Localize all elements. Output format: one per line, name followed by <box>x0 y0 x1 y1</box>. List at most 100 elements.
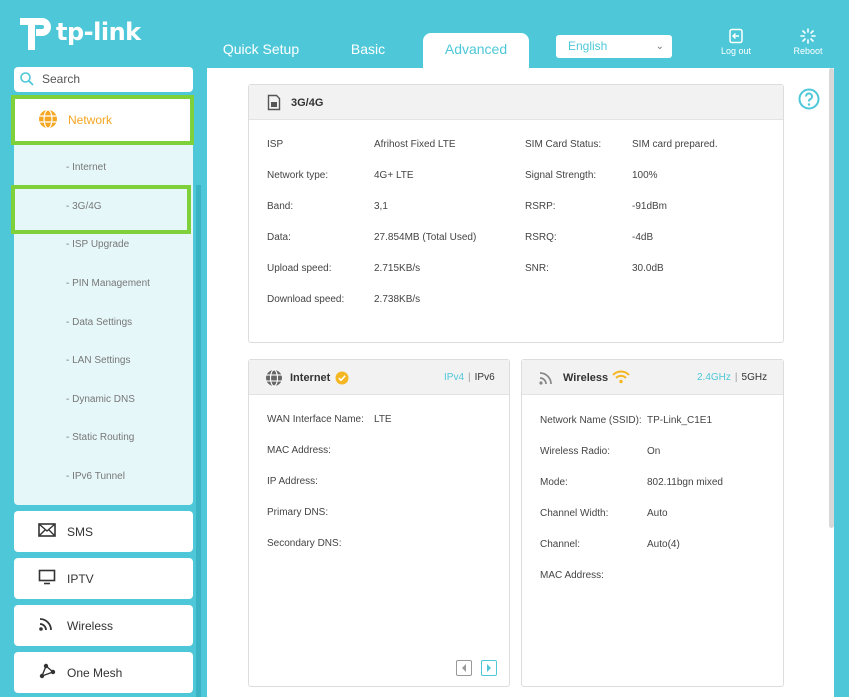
label-mode: Mode: <box>540 477 568 488</box>
value-ssid: TP-Link_C1E1 <box>647 415 713 426</box>
brand-name: tp-link <box>56 18 141 46</box>
language-select[interactable]: English ⌄ <box>556 35 672 58</box>
language-value: English <box>568 39 608 53</box>
sidebar-item-one-mesh-label: One Mesh <box>67 666 123 680</box>
ipv-separator: | <box>468 372 471 383</box>
value-mode: 802.11bgn mixed <box>647 477 723 488</box>
card-internet-header: Internet IPv4 | IPv6 <box>249 360 509 395</box>
label-wireless-mac: MAC Address: <box>540 570 604 581</box>
logout-button[interactable]: Log out <box>711 28 761 56</box>
sidebar-item-wireless-label: Wireless <box>67 619 114 633</box>
check-circle-icon <box>335 371 349 390</box>
label-wireless-radio: Wireless Radio: <box>540 446 611 457</box>
sidebar-item-iptv[interactable]: IPTV <box>14 558 193 599</box>
search-icon <box>20 72 34 86</box>
label-rsrp: RSRP: <box>525 201 556 212</box>
globe-icon <box>265 369 283 392</box>
prev-page-button[interactable] <box>456 660 472 676</box>
sidebar-subitem-ipv6-tunnel[interactable]: - IPv6 Tunnel <box>66 471 125 482</box>
logout-label: Log out <box>720 46 752 56</box>
highlight-3g4g <box>11 185 191 234</box>
tp-link-logo-icon <box>14 12 54 52</box>
card-internet-title: Internet <box>290 372 331 384</box>
ipv6-link[interactable]: IPv6 <box>474 372 495 383</box>
sidebar-subitem-pin-management[interactable]: - PIN Management <box>66 278 150 289</box>
label-signal-strength: Signal Strength: <box>525 170 597 181</box>
value-sim-status: SIM card prepared. <box>632 139 718 150</box>
value-band: 3,1 <box>374 201 388 212</box>
monitor-icon <box>38 569 56 588</box>
value-rsrp: -91dBm <box>632 201 668 212</box>
sidebar-item-iptv-label: IPTV <box>67 572 94 586</box>
band-separator: | <box>734 372 738 383</box>
value-rsrq: -4dB <box>632 232 654 243</box>
label-primary-dns: Primary DNS: <box>267 507 329 518</box>
sidebar-item-sms-label: SMS <box>67 525 94 539</box>
value-signal-strength: 100% <box>632 170 658 181</box>
value-channel: Auto(4) <box>647 539 680 550</box>
card-internet: Internet IPv4 | IPv6 <box>248 359 510 687</box>
value-data: 27.854MB (Total Used) <box>374 232 477 243</box>
sidebar-scrollbar[interactable] <box>196 185 201 697</box>
sidebar-item-sms[interactable]: SMS <box>14 511 193 552</box>
label-band: Band: <box>267 201 294 212</box>
globe-icon <box>38 109 58 134</box>
next-page-button[interactable] <box>481 660 497 676</box>
logout-icon <box>729 28 743 44</box>
label-ssid: Network Name (SSID): <box>540 415 642 426</box>
value-upload-speed: 2.715KB/s <box>374 263 421 274</box>
sidebar-subitem-lan-settings[interactable]: - LAN Settings <box>66 355 131 366</box>
ip-version-toggle: IPv4 | IPv6 <box>444 372 495 383</box>
label-rsrq: RSRQ: <box>525 232 557 243</box>
envelope-icon <box>38 522 56 541</box>
card-3g4g-title: 3G/4G <box>291 97 324 109</box>
label-wan-interface: WAN Interface Name: <box>267 414 364 425</box>
mesh-icon <box>38 663 56 682</box>
card-3g4g: 3G/4G <box>248 84 784 343</box>
label-data: Data: <box>267 232 291 243</box>
value-snr: 30.0dB <box>632 263 664 274</box>
signal-icon <box>538 370 554 391</box>
label-download-speed: Download speed: <box>267 294 345 305</box>
sidebar-subitem-3g4g[interactable]: - 3G/4G <box>66 201 102 212</box>
search-placeholder: Search <box>42 72 81 86</box>
ipv4-link[interactable]: IPv4 <box>444 372 465 383</box>
label-sim-status: SIM Card Status: <box>525 139 602 150</box>
sidebar-subitem-dynamic-dns[interactable]: - Dynamic DNS <box>66 394 135 405</box>
chevron-right-icon <box>487 664 491 672</box>
tab-quick-setup[interactable]: Quick Setup <box>222 41 300 57</box>
highlight-network <box>11 95 194 145</box>
value-network-type: 4G+ LTE <box>374 170 414 181</box>
sidebar-item-one-mesh[interactable]: One Mesh <box>14 652 193 693</box>
reboot-icon <box>800 28 816 44</box>
search-input[interactable]: Search <box>14 67 193 92</box>
sidebar-item-network-label: Network <box>68 113 113 127</box>
tp-link-logo: tp-link <box>14 12 141 52</box>
sidebar-subitem-static-routing[interactable]: - Static Routing <box>66 432 135 443</box>
band-2-4ghz-link[interactable]: 2.4GHz <box>697 372 731 383</box>
band-toggle: 2.4GHz | 5GHz <box>697 372 767 383</box>
tab-basic[interactable]: Basic <box>350 41 386 57</box>
reboot-label: Reboot <box>793 46 823 56</box>
wifi-icon <box>612 369 630 390</box>
sidebar-subitem-data-settings[interactable]: - Data Settings <box>66 317 133 328</box>
help-icon[interactable] <box>798 88 820 115</box>
card-wireless-header: Wireless 2.4GHz | 5GHz <box>522 360 783 395</box>
value-wireless-radio: On <box>647 446 661 457</box>
band-5ghz-link[interactable]: 5GHz <box>741 372 768 383</box>
chevron-down-icon: ⌄ <box>655 41 664 52</box>
tab-advanced[interactable]: Advanced <box>423 33 529 68</box>
label-isp: ISP <box>267 139 284 150</box>
sidebar-subitem-internet[interactable]: - Internet <box>66 162 107 173</box>
reboot-button[interactable]: Reboot <box>783 28 833 56</box>
sidebar-item-network[interactable]: Network <box>14 97 193 142</box>
card-wireless-title: Wireless <box>563 372 609 384</box>
main-scrollbar[interactable] <box>829 68 834 528</box>
label-secondary-dns: Secondary DNS: <box>267 538 342 549</box>
sidebar-subitem-isp-upgrade[interactable]: - ISP Upgrade <box>66 239 130 250</box>
label-ip-address: IP Address: <box>267 476 318 487</box>
value-wan-interface: LTE <box>374 414 392 425</box>
sidebar-item-wireless[interactable]: Wireless <box>14 605 193 646</box>
value-isp: Afrihost Fixed LTE <box>374 139 456 150</box>
card-3g4g-header: 3G/4G <box>249 85 783 120</box>
